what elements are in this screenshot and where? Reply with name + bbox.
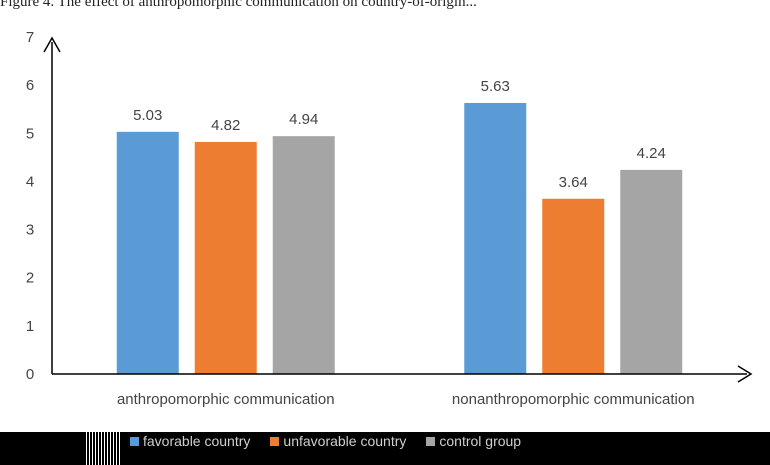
legend-item-unfavorable: unfavorable country bbox=[270, 433, 406, 449]
y-tick-label: 3 bbox=[26, 222, 34, 239]
y-tick-label: 6 bbox=[26, 77, 34, 94]
legend-item-control: control group bbox=[426, 433, 521, 449]
barcode-artifact bbox=[84, 432, 120, 465]
legend-item-favorable: favorable country bbox=[130, 433, 250, 449]
bars bbox=[116, 102, 683, 374]
legend: favorable country unfavorable country co… bbox=[130, 433, 521, 449]
legend-swatch-favorable bbox=[130, 436, 139, 446]
bar-chart: 0 1 2 3 4 5 6 7 5.03 4.82 4.94 5.63 3.64 4.24 anthro… bbox=[26, 29, 753, 408]
category-label: anthropomorphic communication bbox=[117, 391, 335, 408]
bar-1-2 bbox=[194, 141, 257, 374]
y-axis-arrow bbox=[43, 36, 61, 53]
y-tick-label: 5 bbox=[26, 125, 34, 142]
x-axis-arrow bbox=[737, 365, 753, 383]
bar-1-1 bbox=[116, 131, 179, 374]
data-label: 3.64 bbox=[559, 174, 588, 191]
bar-2-2 bbox=[542, 198, 605, 374]
data-labels: 5.03 4.82 4.94 5.63 3.64 4.24 bbox=[133, 78, 666, 191]
y-tick-label: 7 bbox=[26, 29, 34, 46]
y-axis-ticks: 0 1 2 3 4 5 6 7 bbox=[26, 29, 34, 383]
x-axis-categories: anthropomorphic communication nonanthropo… bbox=[117, 391, 695, 408]
legend-swatch-control bbox=[426, 436, 436, 446]
figure-caption: Figure 4. The effect of anthropomorphic … bbox=[0, 0, 477, 10]
data-label: 5.03 bbox=[133, 107, 162, 124]
y-tick-label: 2 bbox=[26, 270, 34, 287]
y-tick-label: 4 bbox=[26, 173, 34, 190]
data-label: 4.82 bbox=[211, 117, 240, 134]
data-label: 5.63 bbox=[481, 78, 510, 95]
y-tick-label: 0 bbox=[26, 366, 34, 383]
bar-2-3 bbox=[620, 169, 683, 374]
data-label: 4.24 bbox=[637, 145, 666, 162]
legend-label-control: control group bbox=[439, 433, 522, 449]
legend-swatch-unfavorable bbox=[270, 436, 280, 446]
bottom-strip: favorable country unfavorable country co… bbox=[0, 432, 770, 465]
legend-label-favorable: favorable country bbox=[143, 433, 251, 449]
bar-1-3 bbox=[272, 136, 335, 374]
data-label: 4.94 bbox=[289, 111, 318, 128]
category-label: nonanthropomorphic communication bbox=[452, 391, 695, 408]
legend-label-unfavorable: unfavorable country bbox=[283, 433, 407, 449]
y-tick-label: 1 bbox=[26, 318, 34, 335]
bar-2-1 bbox=[464, 102, 527, 374]
axes bbox=[43, 36, 753, 383]
